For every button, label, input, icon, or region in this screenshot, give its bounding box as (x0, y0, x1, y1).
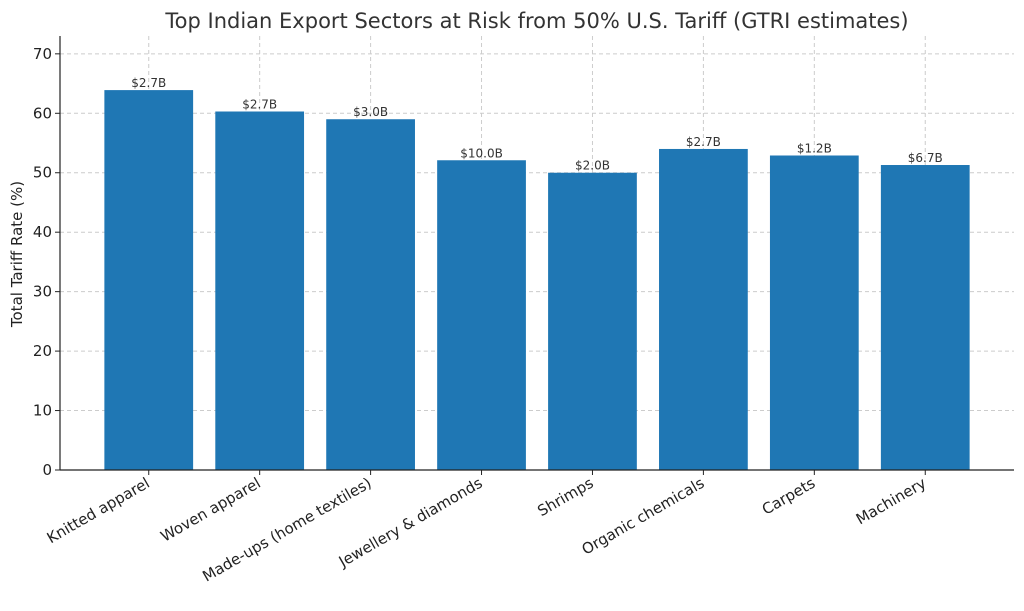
bar-value-label: $1.2B (797, 141, 832, 155)
data-labels: $2.7B $2.7B $3.0B $10.0B $2.0B $2.7B $1.2B $6.7… (131, 76, 942, 173)
bar (437, 160, 526, 470)
y-tick-label: 10 (33, 402, 52, 420)
y-tick-label: 20 (33, 342, 52, 360)
bar-value-label: $2.7B (242, 98, 277, 112)
bar-value-label: $2.0B (575, 159, 610, 173)
x-tick-label: Shrimps (534, 474, 596, 520)
bar (215, 111, 305, 470)
bar-value-label: $10.0B (460, 146, 503, 160)
y-tick-label: 50 (33, 164, 52, 182)
x-tick-label: Knitted apparel (44, 474, 153, 547)
x-tick-label: Carpets (759, 474, 819, 519)
bar (769, 155, 859, 470)
bar (880, 165, 970, 470)
bar-value-label: $2.7B (686, 135, 721, 149)
y-tick-label: 70 (33, 45, 52, 63)
x-tick-label: Organic chemicals (579, 474, 708, 559)
chart-title: Top Indian Export Sectors at Risk from 5… (164, 9, 908, 33)
bar (326, 119, 415, 470)
grid-lines (60, 36, 1014, 471)
bar-value-label: $2.7B (131, 76, 166, 90)
bar (104, 90, 194, 470)
y-tick-label: 30 (33, 283, 52, 301)
bar-value-label: $3.0B (353, 105, 388, 119)
bars (104, 90, 970, 470)
x-tick-label: Woven apparel (158, 474, 264, 546)
y-axis-label: Total Tariff Rate (%) (8, 181, 26, 328)
bar-value-label: $6.7B (908, 151, 943, 165)
y-tick-label: 40 (33, 223, 52, 241)
bar (659, 148, 748, 470)
y-tick-label: 0 (42, 461, 52, 479)
bar (548, 172, 637, 470)
x-tick-label: Machinery (853, 474, 930, 529)
y-tick-label: 60 (33, 104, 52, 122)
